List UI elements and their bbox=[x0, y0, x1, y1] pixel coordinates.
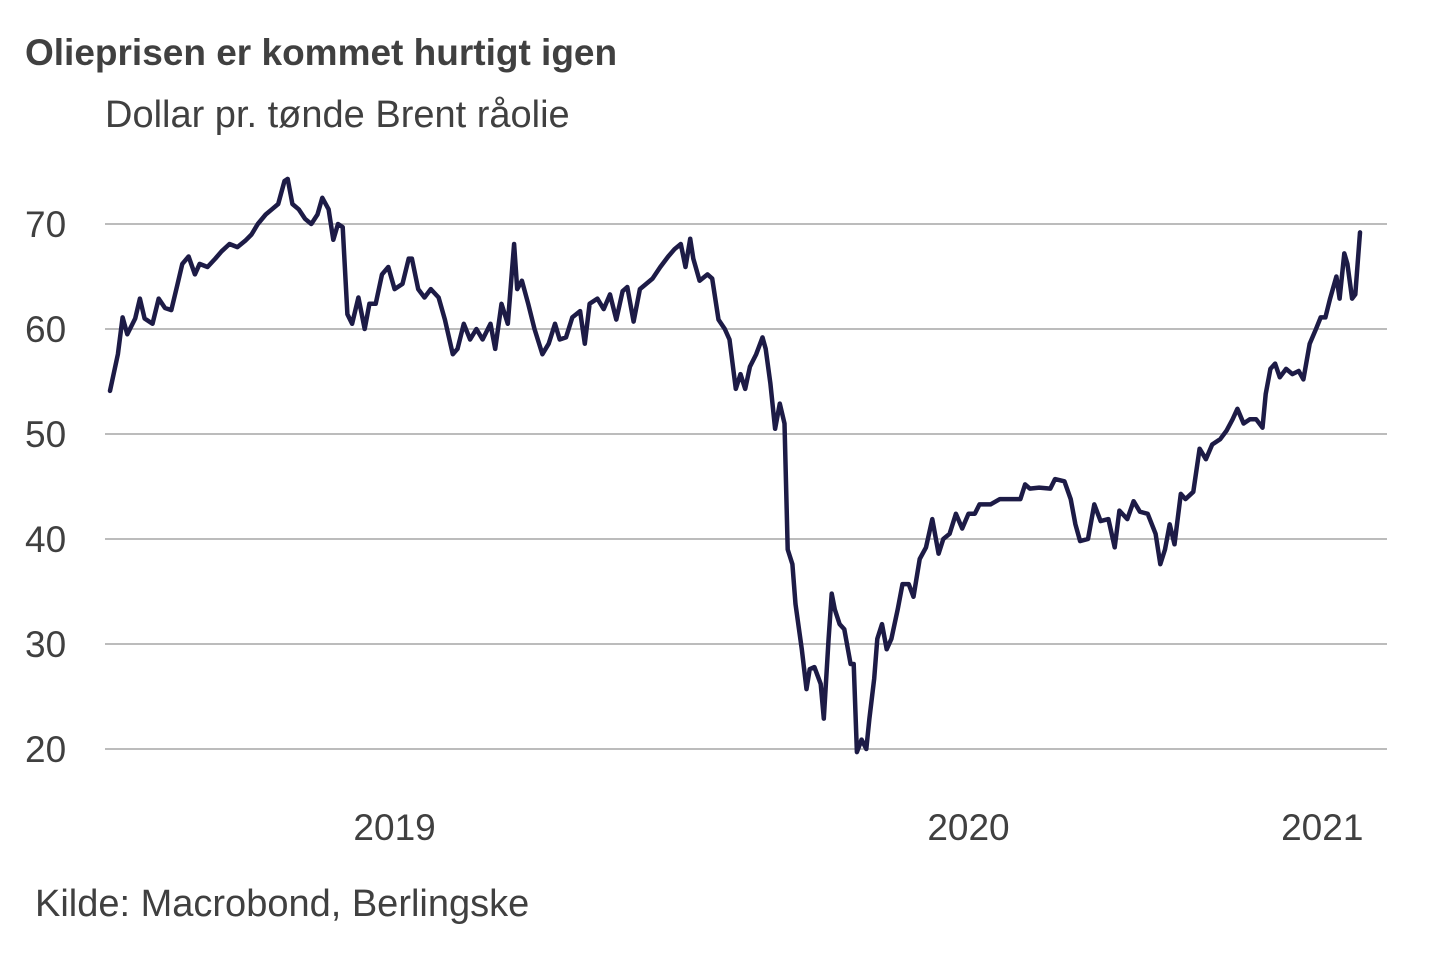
x-tick-label: 2020 bbox=[927, 807, 1009, 848]
x-tick-label: 2021 bbox=[1281, 807, 1363, 848]
series-group bbox=[107, 176, 1363, 755]
y-tick-label: 50 bbox=[25, 414, 66, 455]
x-axis-ticks: 2019 2020 2021 bbox=[353, 807, 1363, 848]
chart-title: Olieprisen er kommet hurtigt igen bbox=[25, 32, 617, 73]
y-tick-label: 60 bbox=[25, 309, 66, 350]
y-axis-ticks: 20 30 40 50 60 70 bbox=[25, 204, 66, 770]
chart-source: Kilde: Macrobond, Berlingske bbox=[35, 883, 529, 925]
y-tick-label: 30 bbox=[25, 624, 66, 665]
x-tick-label: 2019 bbox=[353, 807, 435, 848]
series-line-brent bbox=[107, 176, 1363, 755]
gridlines bbox=[105, 223, 1387, 750]
y-tick-label: 40 bbox=[25, 519, 66, 560]
y-tick-label: 70 bbox=[25, 204, 66, 245]
chart-subtitle: Dollar pr. tønde Brent råolie bbox=[105, 94, 570, 136]
y-tick-label: 20 bbox=[25, 729, 66, 770]
